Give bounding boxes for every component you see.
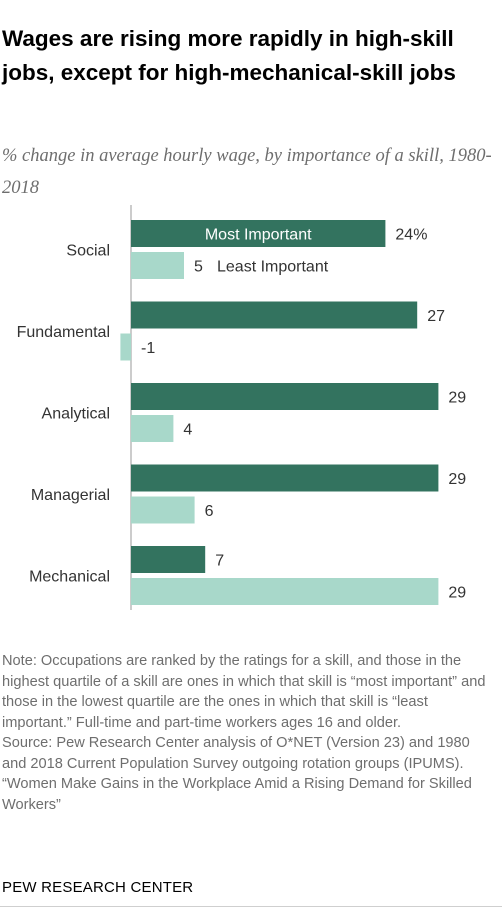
- category-label-fundamental: Fundamental: [17, 324, 110, 341]
- bar-most-fundamental: [131, 301, 418, 329]
- category-label-social: Social: [66, 243, 110, 260]
- value-label-most-managerial: 29: [448, 471, 466, 488]
- bar-least-fundamental: [120, 333, 131, 361]
- bar-most-mechanical: [131, 546, 206, 573]
- brand-label: PEW RESEARCH CENTER: [2, 879, 194, 896]
- value-label-least-fundamental: -1: [141, 340, 155, 357]
- value-label-most-mechanical: 7: [215, 553, 224, 570]
- bar-least-managerial: [131, 496, 195, 524]
- legend-most-important: Most Important: [205, 227, 312, 244]
- bar-least-mechanical: [131, 578, 439, 605]
- source-text: Source: Pew Research Center analysis of …: [2, 735, 470, 772]
- bar-least-social: [131, 252, 184, 279]
- value-label-least-managerial: 6: [205, 503, 214, 520]
- category-label-analytical: Analytical: [42, 406, 110, 423]
- legend-least-important: Least Important: [217, 259, 329, 276]
- value-label-least-mechanical: 29: [448, 585, 466, 602]
- bar-most-managerial: [131, 464, 439, 492]
- footer-divider: [0, 906, 502, 907]
- chart-subtitle: % change in average hourly wage, by impo…: [2, 146, 492, 198]
- chart-title: Wages are rising more rapidly in high-sk…: [2, 26, 456, 85]
- notes-block: Note: Occupations are ranked by the rati…: [2, 651, 498, 815]
- bar-least-analytical: [131, 415, 174, 442]
- report-title: “Women Make Gains in the Workplace Amid …: [2, 776, 472, 813]
- bar-most-analytical: [131, 383, 439, 410]
- note-text: Note: Occupations are ranked by the rati…: [2, 653, 486, 731]
- value-label-most-social: 24%: [395, 227, 427, 244]
- value-label-least-social: 5: [194, 259, 203, 276]
- bar-most-social: [131, 220, 386, 247]
- value-label-least-analytical: 4: [183, 422, 192, 439]
- category-label-mechanical: Mechanical: [29, 569, 110, 586]
- value-label-most-fundamental: 27: [427, 308, 445, 325]
- category-label-managerial: Managerial: [31, 487, 110, 504]
- value-label-most-analytical: 29: [448, 390, 466, 407]
